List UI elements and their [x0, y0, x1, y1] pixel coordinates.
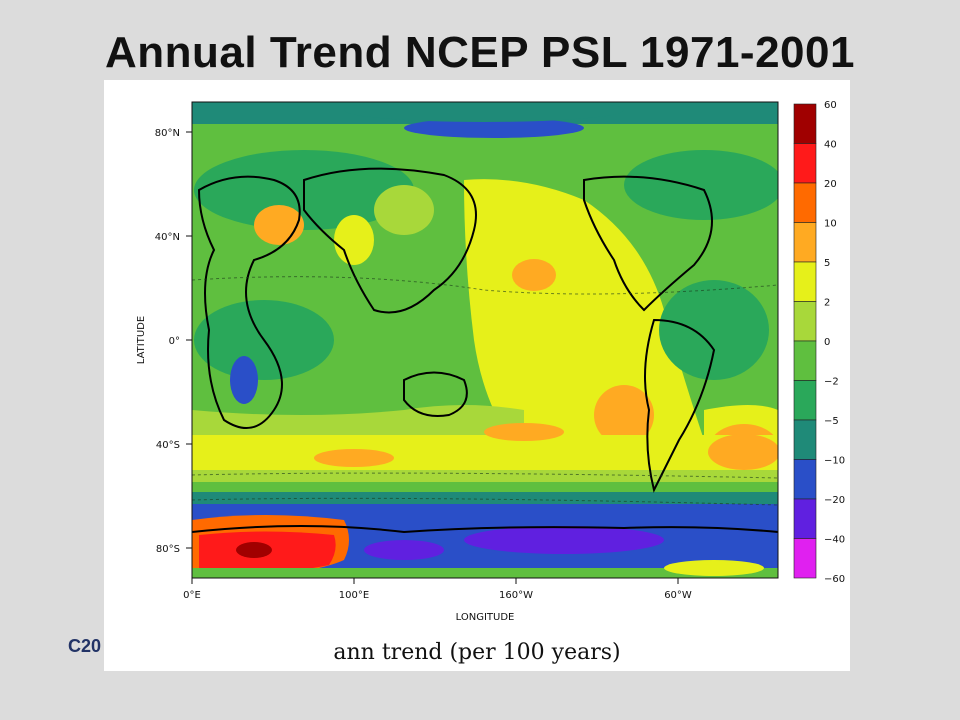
colorbar-label: 2	[824, 298, 830, 309]
y-ticks	[186, 131, 192, 549]
slide-title: Annual Trend NCEP PSL 1971-2001	[105, 28, 855, 77]
colorbar-swatch	[793, 538, 817, 579]
colorbar-swatch	[793, 459, 817, 500]
colorbar-label: 40	[824, 140, 837, 151]
x-tick-label: 0°E	[183, 590, 201, 601]
x-ticks	[191, 578, 679, 584]
x-tick-label: 100°E	[339, 590, 369, 601]
colorbar-swatch	[793, 419, 817, 460]
colorbar-swatch	[793, 103, 817, 144]
y-tick-label: 40°S	[156, 440, 180, 451]
colorbar-swatch	[793, 301, 817, 342]
y-axis-label: LATITUDE	[136, 316, 147, 364]
trend-map-svg: 80°N 40°N 0° 40°S 80°S 0°E 100°E 160°W 6…	[136, 100, 845, 623]
figure-caption: ann trend (per 100 years)	[333, 640, 621, 665]
colorbar-label: −60	[824, 574, 845, 585]
colorbar-label: 5	[824, 258, 830, 269]
colorbar-swatch	[793, 261, 817, 302]
y-tick-label: 0°	[169, 336, 180, 347]
colorbar-label: 20	[824, 179, 837, 190]
colorbar-swatch	[793, 380, 817, 421]
x-axis-label: LONGITUDE	[456, 612, 515, 623]
colorbar-label: 60	[824, 100, 837, 111]
map-field	[192, 102, 778, 578]
colorbar-swatch	[793, 182, 817, 223]
y-tick-label: 80°S	[156, 544, 180, 555]
colorbar-swatch	[793, 498, 817, 539]
x-tick-label: 160°W	[499, 590, 533, 601]
colorbar-swatch	[793, 340, 817, 381]
colorbar-swatch	[793, 143, 817, 184]
colorbar-label: −20	[824, 495, 845, 506]
colorbar-label: 0	[824, 337, 830, 348]
y-tick-label: 80°N	[155, 128, 180, 139]
colorbar-label: −2	[824, 377, 839, 388]
colorbar-label: −5	[824, 416, 839, 427]
coastlines	[192, 167, 778, 534]
y-tick-label: 40°N	[155, 232, 180, 243]
contour-lines	[192, 276, 778, 506]
colorbar-swatch	[793, 222, 817, 263]
footer-text-fragment: C20	[68, 636, 102, 656]
trend-map-figure: 80°N 40°N 0° 40°S 80°S 0°E 100°E 160°W 6…	[104, 80, 850, 671]
x-tick-label: 60°W	[664, 590, 692, 601]
colorbar-label: −10	[824, 456, 845, 467]
colorbar-label: −40	[824, 535, 845, 546]
colorbar-label: 10	[824, 219, 837, 230]
